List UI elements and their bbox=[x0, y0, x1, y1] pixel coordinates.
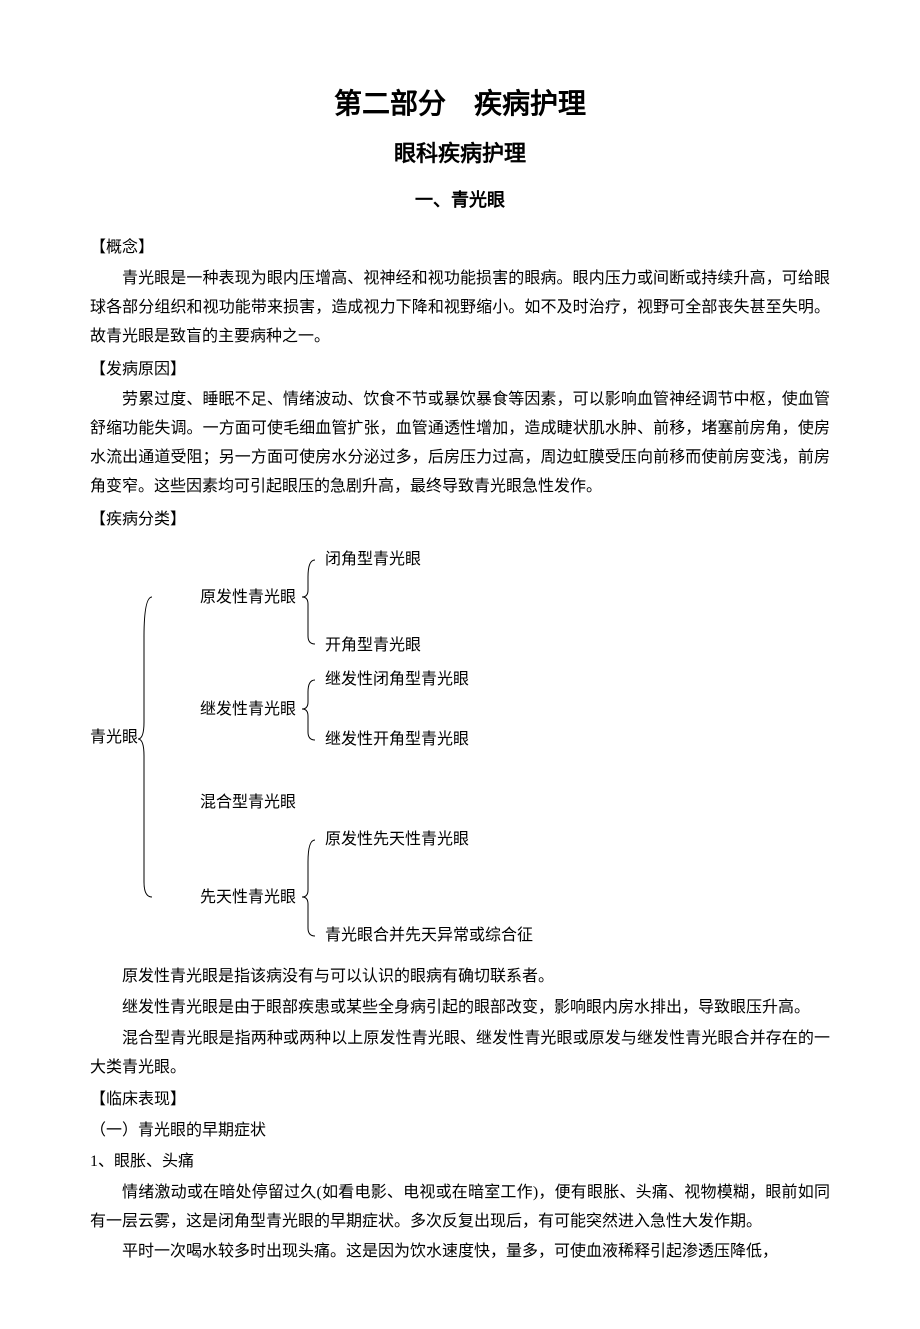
tree-congenital-a: 原发性先天性青光眼 bbox=[325, 830, 469, 848]
classification-tree: 青光眼 原发性青光眼 闭角型青光眼 开角型青光眼 继发性青光眼 继发性闭角型青光… bbox=[90, 542, 830, 953]
heading-clinical: 【临床表现】 bbox=[90, 1086, 830, 1115]
tree-primary-b: 开角型青光眼 bbox=[325, 636, 421, 654]
tree-congenital-b: 青光眼合并先天异常或综合征 bbox=[325, 926, 533, 942]
part-title: 第二部分 疾病护理 bbox=[90, 80, 830, 130]
classification-desc-1: 原发性青光眼是指该病没有与可以认识的眼病有确切联系者。 bbox=[90, 963, 830, 992]
tree-secondary: 继发性青光眼 bbox=[200, 700, 296, 718]
tree-secondary-b: 继发性开角型青光眼 bbox=[325, 730, 469, 748]
classification-desc-2: 继发性青光眼是由于眼部疾患或某些全身病引起的眼部改变，影响眼内房水排出，导致眼压… bbox=[90, 994, 830, 1023]
heading-classification: 【疾病分类】 bbox=[90, 506, 830, 535]
classification-desc-3: 混合型青光眼是指两种或两种以上原发性青光眼、继发性青光眼或原发与继发性青光眼合并… bbox=[90, 1025, 830, 1083]
clinical-sub1: （一）青光眼的早期症状 bbox=[90, 1117, 830, 1146]
tree-primary-a: 闭角型青光眼 bbox=[325, 550, 421, 568]
tree-mixed: 混合型青光眼 bbox=[200, 793, 296, 811]
chapter-title: 眼科疾病护理 bbox=[90, 134, 830, 174]
section-title: 一、青光眼 bbox=[90, 184, 830, 216]
concept-paragraph: 青光眼是一种表现为眼内压增高、视神经和视功能损害的眼病。眼内压力或间断或持续升高… bbox=[90, 265, 830, 351]
clinical-p2: 平时一次喝水较多时出现头痛。这是因为饮水速度快，量多，可使血液稀释引起渗透压降低… bbox=[90, 1238, 830, 1267]
clinical-p1: 情绪激动或在暗处停留过久(如看电影、电视或在暗室工作)，便有眼胀、头痛、视物模糊… bbox=[90, 1179, 830, 1237]
tree-root: 青光眼 bbox=[90, 728, 138, 746]
heading-concept: 【概念】 bbox=[90, 234, 830, 263]
heading-cause: 【发病原因】 bbox=[90, 356, 830, 385]
tree-primary: 原发性青光眼 bbox=[200, 588, 296, 606]
clinical-item1: 1、眼胀、头痛 bbox=[90, 1148, 830, 1177]
cause-paragraph: 劳累过度、睡眠不足、情绪波动、饮食不节或暴饮暴食等因素，可以影响血管神经调节中枢… bbox=[90, 386, 830, 501]
tree-congenital: 先天性青光眼 bbox=[200, 888, 296, 906]
tree-secondary-a: 继发性闭角型青光眼 bbox=[325, 670, 469, 688]
